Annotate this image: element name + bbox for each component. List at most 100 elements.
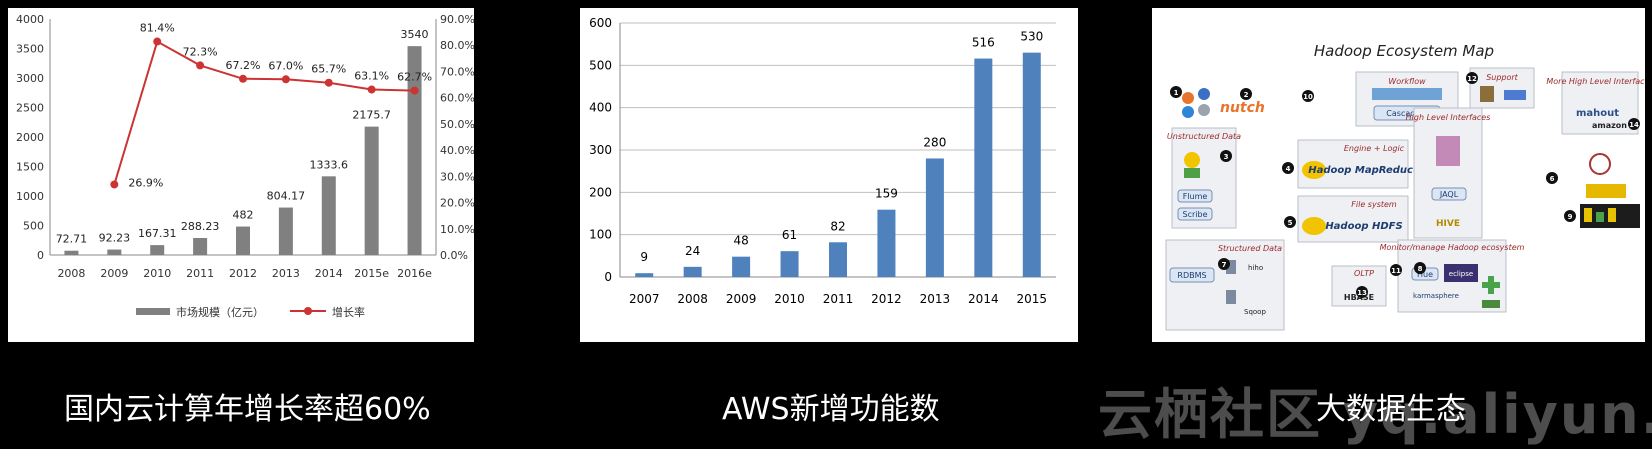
x-tick-label: 2015 — [1017, 292, 1048, 306]
step-badge — [1356, 286, 1368, 298]
bar — [107, 249, 122, 255]
analytics-icon — [1586, 153, 1626, 198]
x-tick-label: 2008 — [677, 292, 708, 306]
growth-value-label: 72.3% — [183, 45, 218, 58]
oltp-label: OLTP — [1354, 269, 1374, 278]
y-right-tick-label: 70.0% — [440, 65, 474, 78]
oltp-box — [1331, 265, 1387, 307]
bar-value-label: 167.31 — [138, 227, 177, 240]
y-tick-label: 0 — [604, 270, 612, 284]
growth-point — [196, 61, 205, 70]
more-high-level-box — [1561, 71, 1639, 135]
bar-value-label: 280 — [923, 135, 946, 149]
bar — [683, 266, 702, 277]
bar — [193, 237, 208, 255]
step-badge — [1170, 86, 1182, 98]
high-level-box — [1413, 107, 1483, 239]
browser-icons — [1182, 88, 1210, 118]
aws-features-chart: 0 100 200 300 400 500 600 2007 9 2008 24 2009 48 2010… — [589, 16, 1056, 306]
y-tick-label: 300 — [589, 143, 612, 157]
growth-value-label: 67.0% — [268, 59, 303, 72]
caption-big-data: 大数据生态 — [1316, 392, 1466, 427]
growth-value-label: 62.7% — [397, 71, 432, 84]
caption-aws-features: AWS新增功能数 — [722, 392, 940, 427]
step-badge-number: 4 — [1286, 165, 1291, 173]
eclipse-logo — [1444, 264, 1478, 282]
bar — [780, 251, 799, 277]
file-system-label: File system — [1351, 200, 1397, 209]
jaql-item — [1431, 187, 1467, 201]
bar-value-label: 72.71 — [56, 233, 88, 246]
step-badge-number: 14 — [1629, 121, 1639, 129]
more-high-level-label: More High Level Interfaces — [1546, 77, 1645, 86]
pig-icon — [1436, 136, 1460, 166]
step-badge-number: 6 — [1550, 175, 1555, 183]
step-badge-number: 13 — [1357, 289, 1367, 297]
growth-value-label: 63.1% — [354, 70, 389, 83]
step-badge — [1390, 264, 1402, 276]
y-left-tick-label: 3000 — [16, 72, 44, 85]
chukwa-icon — [1184, 152, 1200, 178]
bar — [364, 126, 379, 255]
rdbms-item — [1169, 267, 1215, 283]
avro-icon — [1504, 90, 1526, 100]
y-right-tick-label: 10.0% — [440, 223, 474, 236]
support-label: Support — [1486, 73, 1518, 82]
y-right-tick-label: 90.0% — [440, 13, 474, 26]
step-badge — [1302, 90, 1314, 102]
high-level-label: High Level Interfaces — [1406, 113, 1491, 122]
bar-value-label: 804.17 — [267, 190, 306, 203]
growth-point — [410, 86, 419, 95]
bar — [877, 209, 896, 277]
y-left-tick-label: 1500 — [16, 161, 44, 174]
x-tick-label: 2012 — [871, 292, 902, 306]
bar-value-label: 288.23 — [181, 220, 220, 233]
market-growth-chart: 0 500 1000 1500 2000 2500 3000 3500 4000 0.0% 10.0… — [16, 13, 475, 319]
bar — [407, 46, 422, 255]
svg-text:Hue: Hue — [1417, 270, 1433, 279]
workflow-label: Workflow — [1388, 77, 1426, 86]
svg-text:eclipse: eclipse — [1449, 270, 1473, 278]
step-badge-number: 1 — [1174, 89, 1179, 97]
svg-text:Flume: Flume — [1183, 192, 1208, 201]
step-badge-number: 3 — [1224, 153, 1229, 161]
y-tick-label: 200 — [589, 185, 612, 199]
x-tick-label: 2011 — [186, 267, 214, 280]
hive-logo: HIVE — [1436, 219, 1460, 229]
step-badge — [1284, 216, 1296, 228]
legend-line-marker — [304, 307, 312, 315]
amazon-logo: amazon — [1592, 121, 1627, 130]
x-tick-label: 2008 — [57, 267, 85, 280]
unstructured-label: Unstructured Data — [1167, 132, 1241, 141]
flume-item — [1177, 189, 1213, 203]
svg-text:nutch: nutch — [1220, 100, 1265, 116]
growth-line — [113, 40, 415, 185]
step-badge — [1414, 262, 1426, 274]
step-badge-number: 7 — [1222, 261, 1227, 269]
watermark: 云栖社区 yq.aliyun.com — [1098, 383, 1652, 446]
bar-value-label: 3540 — [401, 28, 429, 41]
y-left-tick-label: 0 — [37, 249, 44, 262]
step-badge — [1564, 210, 1576, 222]
step-badge-number: 12 — [1467, 75, 1477, 83]
aws-features-panel: 0 100 200 300 400 500 600 2007 9 2008 24 2009 48 2010… — [580, 8, 1078, 342]
scribe-item — [1177, 207, 1213, 221]
step-badge-number: 10 — [1303, 93, 1313, 101]
x-tick-label: 2010 — [143, 267, 171, 280]
bar — [925, 158, 944, 277]
hiho-icon — [1226, 260, 1236, 274]
bar-value-label: 530 — [1020, 30, 1043, 44]
hadoop-ecosystem-panel: Hadoop Ecosystem Map nutch Workflow Casc… — [1152, 8, 1652, 342]
market-growth-panel: 0 500 1000 1500 2000 2500 3000 3500 4000 0.0% 10.0… — [8, 8, 475, 342]
bar-value-label: 61 — [782, 228, 797, 242]
y-right-tick-label: 0.0% — [440, 249, 468, 262]
bar — [732, 256, 751, 277]
y-right-tick-label: 60.0% — [440, 92, 474, 105]
step-badge — [1628, 118, 1640, 130]
step-badge — [1546, 172, 1558, 184]
bar — [236, 226, 250, 255]
ecosystem-title: Hadoop Ecosystem Map — [1314, 42, 1494, 60]
step-badge — [1240, 88, 1252, 100]
svg-text:RDBMS: RDBMS — [1177, 271, 1206, 280]
